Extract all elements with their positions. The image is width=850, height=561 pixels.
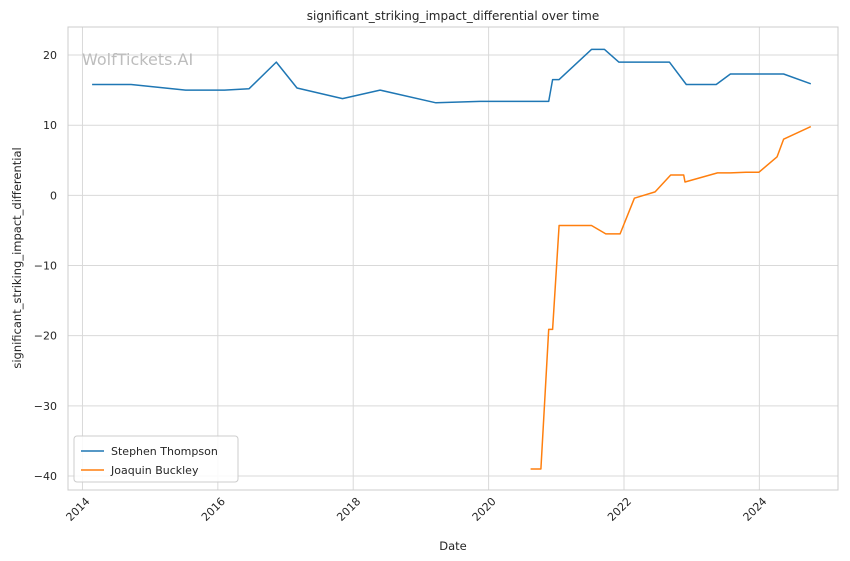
x-tick-label: 2014 <box>64 495 93 524</box>
x-axis-label: Date <box>439 539 467 553</box>
y-tick-label: 20 <box>43 49 57 62</box>
x-tick-label: 2022 <box>605 495 634 524</box>
x-gridlines <box>81 27 760 490</box>
y-axis-label: significant_striking_impact_differential <box>10 147 24 368</box>
y-tick-label: −10 <box>34 260 57 273</box>
y-tick-label: −20 <box>34 330 57 343</box>
y-tick-label: −40 <box>34 470 57 483</box>
legend-box <box>73 435 239 483</box>
y-tick-label: 10 <box>43 119 57 132</box>
legend-entry: Joaquin Buckley <box>110 464 199 477</box>
x-tick-label: 2024 <box>740 495 769 524</box>
chart-title: significant_striking_impact_differential… <box>307 9 599 23</box>
series-line-0 <box>92 48 812 104</box>
x-tick-label: 2020 <box>470 495 499 524</box>
plot-area <box>68 27 838 490</box>
series-line-1 <box>530 125 812 470</box>
x-tick-labels: 2014 2016 2018 2020 2022 2024 <box>64 495 770 524</box>
y-tick-label: −30 <box>34 400 57 413</box>
x-tick-label: 2018 <box>334 495 363 524</box>
y-tick-label: 0 <box>50 189 57 202</box>
y-tick-labels: 20 10 0 −10 −20 −30 −40 <box>34 49 57 483</box>
plot-border <box>67 26 839 491</box>
watermark: WolfTickets.AI <box>82 50 193 69</box>
legend: Stephen Thompson Joaquin Buckley <box>73 435 239 483</box>
series-layer <box>92 48 812 470</box>
legend-entry: Stephen Thompson <box>111 445 218 458</box>
y-gridlines <box>68 54 838 477</box>
x-tick-label: 2016 <box>199 495 228 524</box>
